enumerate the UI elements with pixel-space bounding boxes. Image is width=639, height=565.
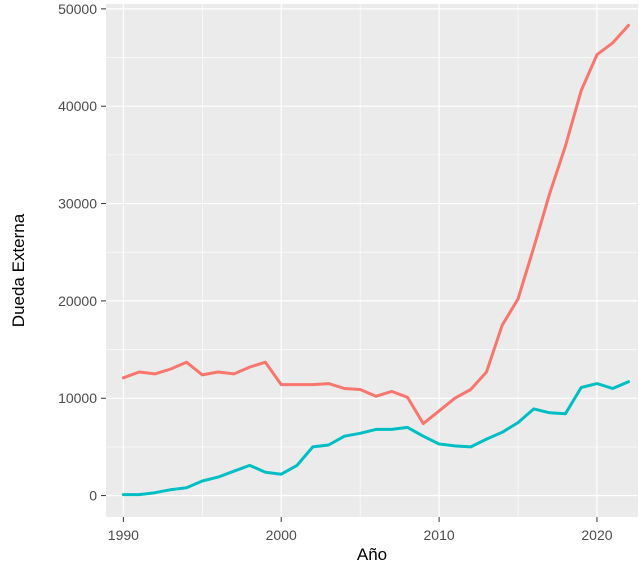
y-tick-label: 50000 [58,1,97,17]
x-tick-label: 2020 [581,527,612,543]
minor-gridlines [106,4,638,517]
x-axis: 1990 2000 2010 2020 [108,517,613,543]
y-tick-label: 40000 [58,98,97,114]
x-axis-title: Año [357,545,387,564]
x-tick-label: 2000 [266,527,297,543]
series-layer [121,23,630,497]
series-line-1 [121,23,630,426]
y-tick-label: 20000 [58,293,97,309]
plot-panel [106,4,638,517]
y-tick-label: 10000 [58,390,97,406]
x-tick-label: 1990 [108,527,139,543]
y-axis: 0 10000 20000 30000 40000 50000 [58,1,106,504]
y-axis-title: Dueda Externa [9,213,28,327]
major-gridlines [106,4,638,517]
y-tick-label: 0 [89,488,97,504]
x-tick-label: 2010 [424,527,455,543]
y-tick-label: 30000 [58,196,97,212]
series-line-2 [121,380,630,497]
